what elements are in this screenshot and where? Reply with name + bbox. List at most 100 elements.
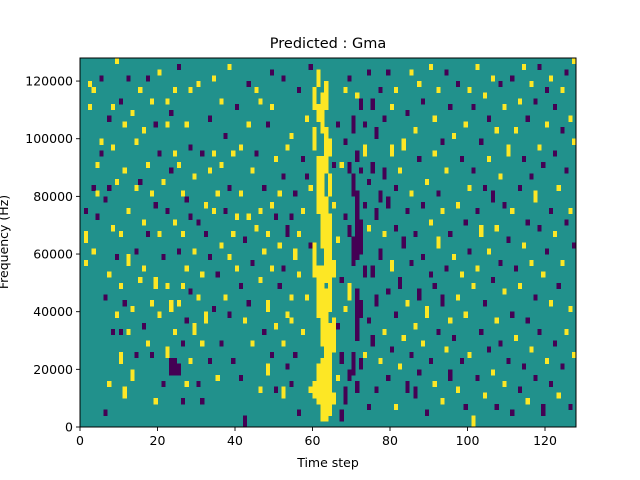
heatmap-cell <box>173 219 178 226</box>
heatmap-cell <box>142 323 147 330</box>
heatmap-cell <box>498 259 503 266</box>
heatmap-cell <box>231 150 236 157</box>
heatmap-cell <box>134 352 139 359</box>
plot-frame <box>79 57 577 428</box>
heatmap-cell <box>436 86 441 93</box>
heatmap-cell <box>397 167 402 174</box>
heatmap-cell <box>285 144 290 151</box>
x-axis-label: Time step <box>296 455 359 470</box>
heatmap-cell <box>405 207 410 215</box>
heatmap-cell <box>223 132 228 140</box>
heatmap-cell <box>111 144 116 151</box>
heatmap-cell <box>424 305 430 318</box>
heatmap-cell <box>157 230 162 238</box>
heatmap-cell <box>374 294 379 307</box>
heatmap-cell <box>351 173 356 197</box>
heatmap-cell <box>374 386 379 393</box>
heatmap-cell <box>556 282 561 289</box>
heatmap-cell <box>184 317 189 324</box>
heatmap-cell <box>560 86 565 93</box>
heatmap-cell <box>339 352 344 364</box>
heatmap-cell <box>529 346 534 353</box>
heatmap-cell <box>374 207 379 220</box>
heatmap-cell <box>204 311 209 324</box>
heatmap-cell <box>149 98 154 105</box>
heatmap-cell <box>359 167 364 174</box>
heatmap-cell <box>366 69 371 76</box>
heatmap-cell <box>560 127 565 134</box>
heatmap-cell <box>386 375 391 382</box>
heatmap-cell <box>169 109 174 117</box>
heatmap-cell <box>417 288 422 301</box>
heatmap-cell <box>339 409 344 422</box>
heatmap-cell <box>440 207 445 215</box>
heatmap-cell <box>238 282 244 289</box>
heatmap-cell <box>498 81 503 88</box>
heatmap-cell <box>401 334 406 341</box>
heatmap-cell <box>463 219 468 226</box>
heatmap-cell <box>281 75 286 82</box>
heatmap-cell <box>409 259 414 266</box>
heatmap-cell <box>483 392 488 399</box>
heatmap-cell <box>227 63 232 70</box>
heatmap-cell <box>486 156 492 163</box>
heatmap-cell <box>173 328 178 336</box>
heatmap-cell <box>180 282 185 289</box>
heatmap-cell <box>277 190 282 197</box>
heatmap-cell <box>397 363 402 370</box>
heatmap-cell <box>196 81 201 88</box>
heatmap-cell <box>180 230 185 238</box>
heatmap-cell <box>467 248 472 255</box>
heatmap-cell <box>262 328 267 336</box>
heatmap-cell <box>568 305 573 313</box>
heatmap-cell <box>390 144 395 157</box>
heatmap-cell <box>231 357 236 364</box>
heatmap-cell <box>548 75 554 82</box>
heatmap-cell <box>533 294 538 301</box>
heatmap-cell <box>246 213 251 220</box>
heatmap-cell <box>219 161 224 168</box>
heatmap-cell <box>297 409 302 416</box>
heatmap-cell <box>173 150 178 157</box>
heatmap-cell <box>541 271 546 278</box>
heatmap-cell <box>424 179 430 186</box>
heatmap-cell <box>355 150 360 163</box>
heatmap-cell <box>145 161 151 168</box>
heatmap-cell <box>300 207 306 215</box>
heatmap-cell <box>541 161 546 168</box>
heatmap-cell <box>537 328 542 336</box>
heatmap-cell <box>382 328 387 336</box>
heatmap-cell <box>285 225 290 238</box>
heatmap-cell <box>157 150 162 157</box>
heatmap-cell <box>432 150 437 157</box>
heatmap-cell <box>514 265 519 272</box>
heatmap-cell <box>316 104 321 122</box>
heatmap-cell <box>490 190 495 203</box>
heatmap-cell <box>529 259 534 266</box>
heatmap-cell <box>568 115 573 122</box>
heatmap-cell <box>359 98 364 111</box>
heatmap-cell <box>308 184 313 191</box>
heatmap-cell <box>103 409 108 416</box>
heatmap-cell <box>138 277 143 284</box>
heatmap-cell <box>552 104 557 111</box>
heatmap-cell <box>351 115 356 134</box>
heatmap-cell <box>328 323 333 416</box>
heatmap-cell <box>467 352 472 359</box>
heatmap-cell <box>475 265 480 272</box>
heatmap-cell <box>215 271 220 278</box>
heatmap-cell <box>428 219 433 226</box>
heatmap-cell <box>432 380 437 387</box>
heatmap-cell <box>157 69 162 76</box>
heatmap-cell <box>99 138 104 145</box>
heatmap-cell <box>517 98 523 105</box>
heatmap-cell <box>126 328 131 336</box>
y-axis-ticks: 0 20000 40000 60000 80000 100000 120000 <box>25 74 80 435</box>
heatmap-cell <box>266 121 271 128</box>
heatmap-cell <box>118 352 123 364</box>
heatmap-cell <box>436 190 441 197</box>
heatmap-cell <box>165 207 170 215</box>
heatmap-cell <box>498 340 503 347</box>
heatmap-cell <box>393 184 399 191</box>
heatmap-cell <box>142 219 147 226</box>
